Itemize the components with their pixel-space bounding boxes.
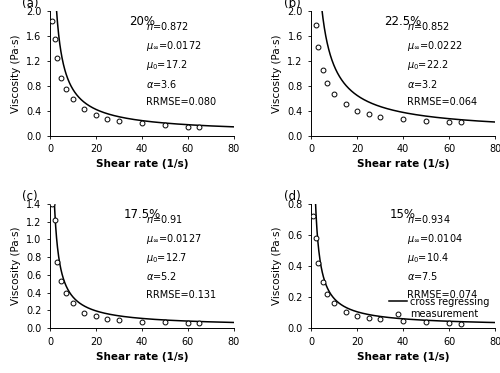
X-axis label: Shear rate (1/s): Shear rate (1/s) — [357, 159, 450, 169]
Y-axis label: Viscosity (Pa·s): Viscosity (Pa·s) — [272, 34, 282, 113]
Text: 15%: 15% — [390, 208, 416, 221]
X-axis label: Shear rate (1/s): Shear rate (1/s) — [96, 159, 188, 169]
Text: $\mu_{\infty}$=0.0127: $\mu_{\infty}$=0.0127 — [146, 232, 202, 246]
Text: RRMSE=0.131: RRMSE=0.131 — [146, 290, 216, 300]
Text: $n$=0.852: $n$=0.852 — [406, 20, 450, 32]
X-axis label: Shear rate (1/s): Shear rate (1/s) — [357, 352, 450, 362]
Text: 20%: 20% — [129, 15, 155, 28]
Text: (b): (b) — [284, 0, 300, 10]
Text: $\mu_{\infty}$=0.0104: $\mu_{\infty}$=0.0104 — [406, 232, 463, 246]
Text: 22.5%: 22.5% — [384, 15, 422, 28]
Y-axis label: Viscosity (Pa·s): Viscosity (Pa·s) — [10, 227, 20, 305]
Text: (c): (c) — [22, 189, 38, 203]
Text: $\alpha$=3.6: $\alpha$=3.6 — [146, 78, 177, 90]
Text: $\mu_{0}$=10.4: $\mu_{0}$=10.4 — [406, 251, 449, 265]
Text: RRMSE=0.074: RRMSE=0.074 — [406, 290, 477, 300]
Text: $\mu_{\infty}$=0.0172: $\mu_{\infty}$=0.0172 — [146, 39, 201, 53]
Text: (a): (a) — [22, 0, 39, 10]
Text: $\mu_{0}$=12.7: $\mu_{0}$=12.7 — [146, 251, 187, 265]
X-axis label: Shear rate (1/s): Shear rate (1/s) — [96, 352, 188, 362]
Text: $\alpha$=7.5: $\alpha$=7.5 — [406, 270, 438, 282]
Text: $n$=0.872: $n$=0.872 — [146, 20, 188, 32]
Text: RRMSE=0.080: RRMSE=0.080 — [146, 97, 216, 107]
Y-axis label: Viscosity (Pa·s): Viscosity (Pa·s) — [10, 34, 20, 113]
Legend: cross regressing, measurement: cross regressing, measurement — [388, 296, 490, 320]
Text: $\mu_{0}$=22.2: $\mu_{0}$=22.2 — [406, 59, 448, 72]
Text: (d): (d) — [284, 189, 300, 203]
Y-axis label: Viscosity (Pa·s): Viscosity (Pa·s) — [272, 227, 282, 305]
Text: $\alpha$=5.2: $\alpha$=5.2 — [146, 270, 176, 282]
Text: $n$=0.934: $n$=0.934 — [406, 213, 451, 225]
Text: $\mu_{0}$=17.2: $\mu_{0}$=17.2 — [146, 59, 187, 72]
Text: $\alpha$=3.2: $\alpha$=3.2 — [406, 78, 438, 90]
Text: $n$=0.91: $n$=0.91 — [146, 213, 182, 225]
Text: $\mu_{\infty}$=0.0222: $\mu_{\infty}$=0.0222 — [406, 39, 463, 53]
Text: 17.5%: 17.5% — [124, 208, 160, 221]
Text: RRMSE=0.064: RRMSE=0.064 — [406, 97, 477, 107]
